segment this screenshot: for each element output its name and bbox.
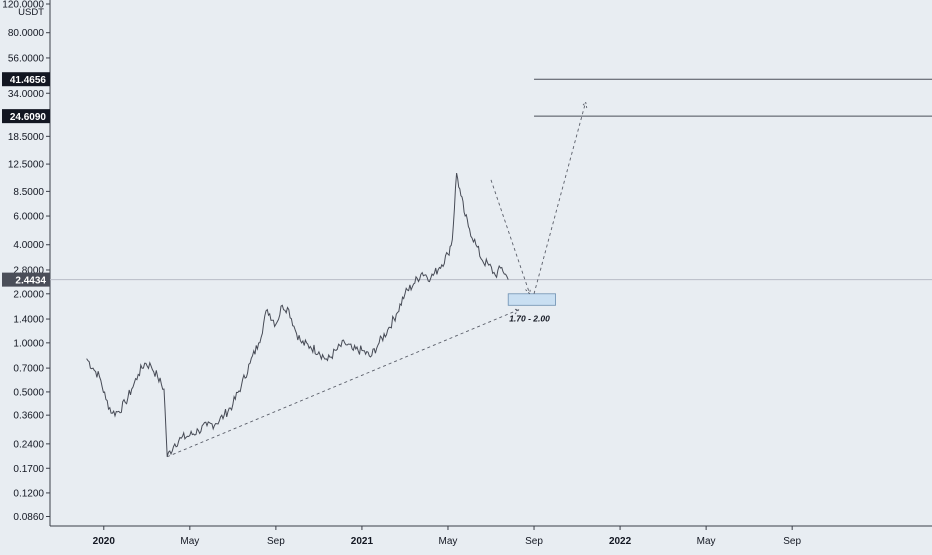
y-tick-label: 0.5000 (13, 387, 44, 398)
y-tick-label: 18.5000 (8, 132, 45, 143)
x-tick-label: 2020 (93, 536, 116, 547)
price-label-text: 24.6090 (10, 112, 47, 123)
target-zone-label: 1.70 - 2.00 (509, 313, 550, 323)
price-label-text: 2.4434 (15, 276, 46, 287)
x-tick-label: May (180, 536, 199, 547)
y-unit-label: USDT (18, 7, 44, 18)
y-tick-label: 12.5000 (8, 160, 45, 171)
y-tick-label: 2.0000 (13, 289, 44, 300)
y-tick-label: 1.0000 (13, 338, 44, 349)
y-tick-label: 0.2400 (13, 439, 44, 450)
x-tick-label: Sep (267, 536, 285, 547)
price-label-box (2, 109, 50, 124)
y-tick-label: 80.0000 (8, 28, 45, 39)
arrowhead (512, 308, 520, 315)
price-series-line (86, 173, 509, 457)
x-tick-label: Sep (783, 536, 801, 547)
y-tick-label: 4.0000 (13, 240, 44, 251)
y-tick-label: 1.4000 (13, 315, 44, 326)
target-zone (507, 293, 556, 306)
y-tick-label: 0.7000 (13, 364, 44, 375)
arrowhead (581, 101, 588, 109)
price-label-box (2, 272, 50, 287)
x-tick-label: 2022 (609, 536, 632, 547)
price-label-text: 41.4656 (10, 75, 47, 86)
price-label-box (2, 72, 50, 87)
x-tick-label: May (439, 536, 458, 547)
x-tick-label: May (697, 536, 716, 547)
y-tick-label: 0.0860 (13, 512, 44, 523)
y-tick-label: 0.1200 (13, 488, 44, 499)
y-tick-label: 2.8000 (13, 265, 44, 276)
x-tick-label: Sep (525, 536, 543, 547)
y-tick-label: 34.0000 (8, 89, 45, 100)
projection-line (533, 102, 587, 294)
y-tick-label: 8.5000 (13, 187, 44, 198)
support-trendline (167, 309, 520, 458)
y-tick-label: 56.0000 (8, 53, 45, 64)
y-tick-label: 0.1700 (13, 464, 44, 475)
arrowhead (525, 287, 531, 295)
y-tick-label: 120.0000 (2, 0, 44, 11)
x-tick-label: 2021 (351, 536, 374, 547)
projection-line (490, 179, 531, 294)
y-tick-label: 0.3600 (13, 411, 44, 422)
y-tick-label: 6.0000 (13, 212, 44, 223)
